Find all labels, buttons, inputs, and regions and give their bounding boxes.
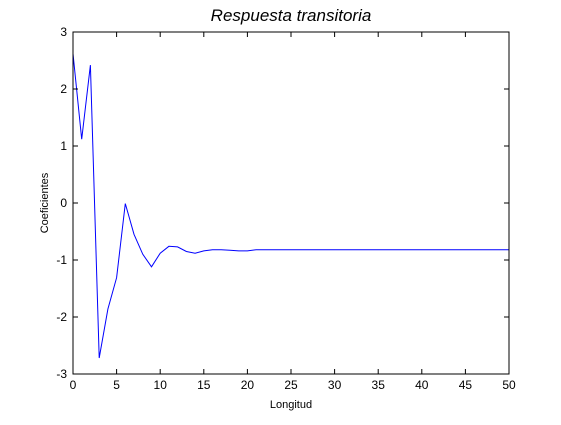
x-tick-label: 15 <box>197 378 211 392</box>
y-tick-label: -3 <box>56 367 67 381</box>
y-tick-label: -2 <box>56 310 67 324</box>
y-tick-label: 2 <box>60 82 67 96</box>
x-tick-label: 40 <box>415 378 429 392</box>
x-tick-label: 25 <box>284 378 298 392</box>
plot-background <box>73 32 509 374</box>
x-tick-label: 35 <box>372 378 386 392</box>
tick-labels-layer: 0 5 10 15 20 25 30 35 40 45 50 -3 -2 -1 0 1 2 3 <box>56 25 516 392</box>
y-tick-label: 1 <box>60 139 67 153</box>
y-tick-label: -1 <box>56 253 67 267</box>
x-tick-label: 30 <box>328 378 342 392</box>
y-tick-label: 0 <box>60 196 67 210</box>
x-tick-label: 20 <box>241 378 255 392</box>
x-tick-label: 50 <box>502 378 516 392</box>
x-tick-label: 10 <box>154 378 168 392</box>
y-tick-label: 3 <box>60 25 67 39</box>
series-line <box>72 53 509 359</box>
x-tick-label: 0 <box>70 378 77 392</box>
series-layer <box>72 53 509 359</box>
x-tick-label: 5 <box>113 378 120 392</box>
chart-title: Respuesta transitoria <box>211 6 372 25</box>
x-axis-label: Longitud <box>270 399 312 411</box>
y-axis-label: Coeficientes <box>39 172 51 233</box>
x-tick-label: 45 <box>459 378 473 392</box>
ticks-layer <box>72 31 510 375</box>
